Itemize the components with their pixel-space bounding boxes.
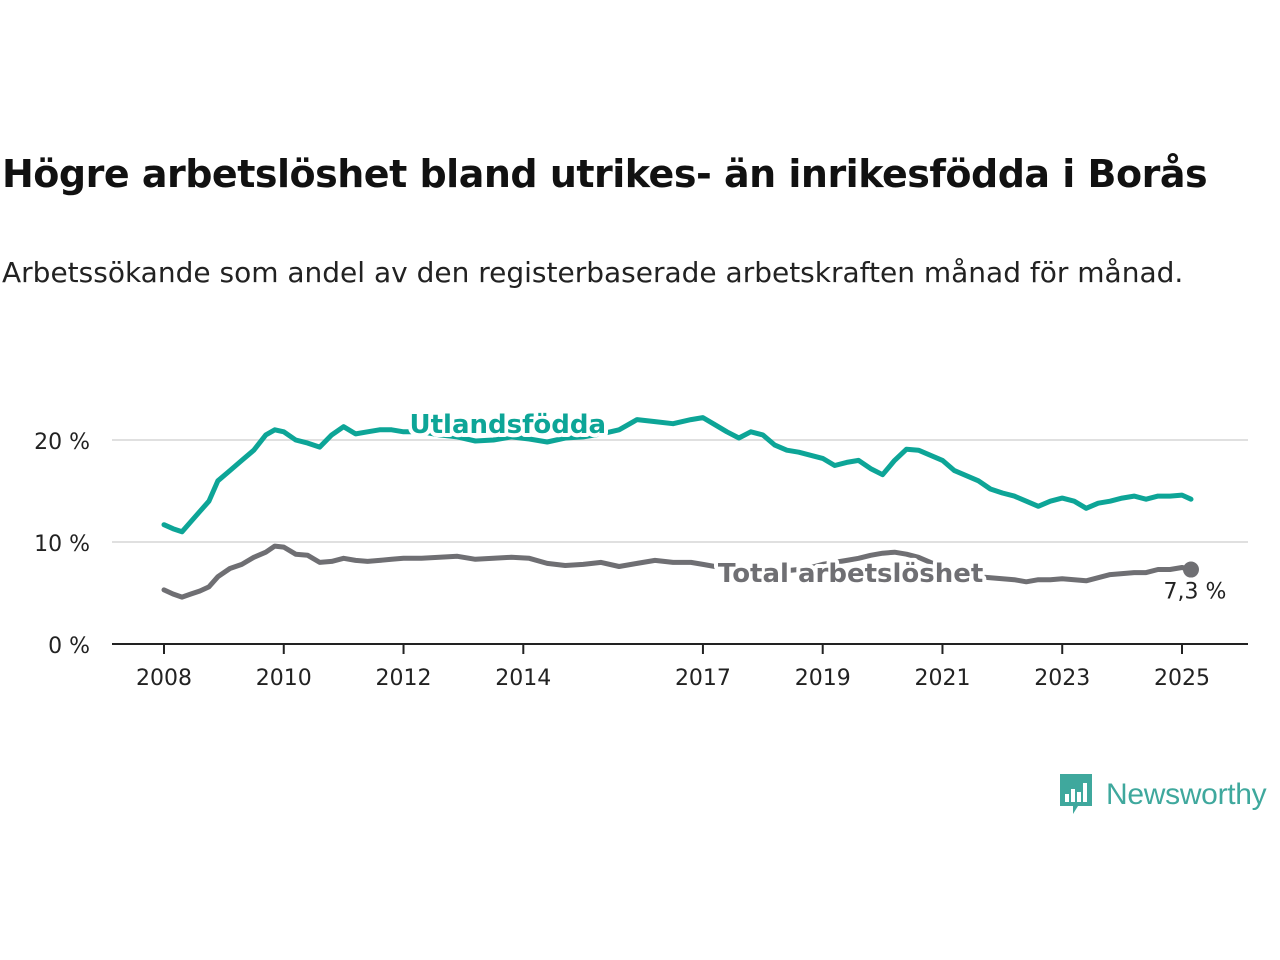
x-tick-label: 2012 bbox=[376, 666, 432, 691]
end-value-label: 7,3 % bbox=[1164, 580, 1227, 605]
end-point-marker bbox=[1182, 561, 1199, 578]
line-chart: 0 % 10 % 20 % 2008 2010 2012 2014 2017 2019 2021… bbox=[34, 406, 1248, 691]
y-axis-ticks: 0 % 10 % 20 % bbox=[34, 430, 90, 659]
x-tick-label: 2023 bbox=[1034, 666, 1090, 691]
series-line-utlandsfodda bbox=[161, 415, 1194, 535]
series-lines bbox=[161, 415, 1194, 600]
grid-lines bbox=[112, 439, 1248, 543]
x-tick-label: 2025 bbox=[1154, 666, 1210, 691]
newsworthy-logo[interactable]: Newsworthy bbox=[1058, 772, 1267, 818]
y-tick-label: 0 % bbox=[48, 634, 90, 659]
x-axis-ticks: 2008 2010 2012 2014 2017 2019 2021 2023 2025 bbox=[136, 644, 1210, 691]
series-label-total-halo: Total arbetslöshet bbox=[718, 559, 983, 589]
series-line-total bbox=[161, 543, 1194, 600]
x-tick-label: 2019 bbox=[795, 666, 851, 691]
chart-title: Högre arbetslöshet bland utrikes- än inr… bbox=[2, 152, 1208, 196]
y-tick-label: 10 % bbox=[34, 532, 90, 557]
series-label-total: Total arbetslöshet bbox=[718, 559, 983, 589]
series-label-utlandsfodda-halo: Utlandsfödda bbox=[410, 410, 607, 440]
x-tick-label: 2021 bbox=[914, 666, 970, 691]
y-tick-label: 20 % bbox=[34, 430, 90, 455]
x-tick-label: 2014 bbox=[495, 666, 551, 691]
series-label-utlandsfodda: Utlandsfödda bbox=[410, 410, 607, 440]
x-tick-label: 2008 bbox=[136, 666, 192, 691]
bar-chart-speech-bubble-icon bbox=[1060, 774, 1092, 814]
chart-subtitle: Arbetssökande som andel av den registerb… bbox=[2, 256, 1184, 289]
x-tick-label: 2017 bbox=[675, 666, 731, 691]
brand-name: Newsworthy bbox=[1106, 778, 1267, 811]
x-tick-label: 2010 bbox=[256, 666, 312, 691]
